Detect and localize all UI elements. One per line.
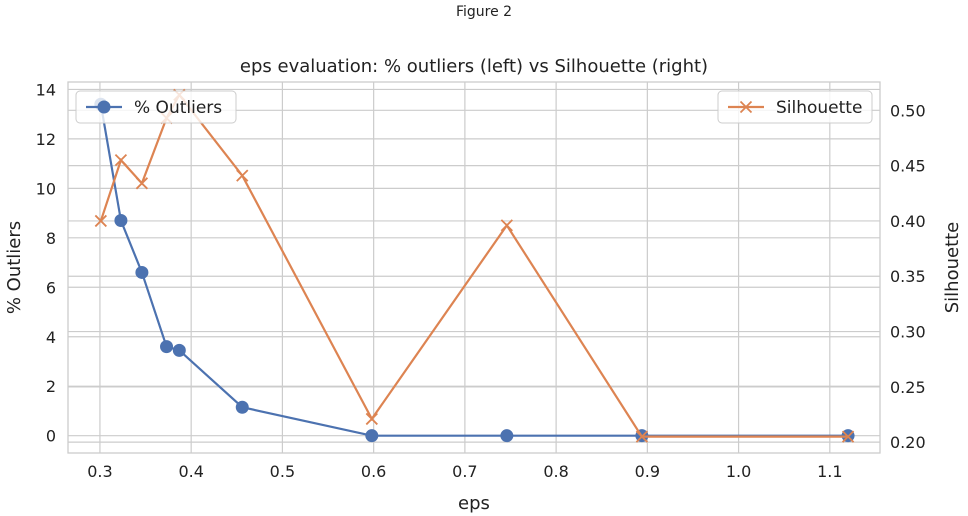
legend-outliers: % Outliers [75,90,237,124]
tick-labels: 0.3 0.4 0.5 0.6 0.7 0.8 0.9 1.0 1.1 0 2 4 6 8 10 12 14 0.… [36,80,926,481]
y-right-tick-label: 0.35 [890,267,926,286]
y-left-tick-label: 0 [46,427,56,446]
series-line [99,92,849,438]
y-left-tick-label: 12 [36,130,56,149]
data-point [841,430,855,443]
data-point [365,412,378,426]
legend-box [717,90,873,124]
data-point [500,429,514,443]
data-point [94,214,107,228]
data-point [114,153,128,167]
data-point [114,214,128,228]
legend-label: Silhouette [776,98,862,118]
y-right-tick-label: 0.30 [890,323,926,342]
window-title: Figure 2 [455,4,513,20]
legends: % Outliers Silhouette [75,90,873,124]
x-tick-label: 0.6 [361,462,386,481]
data-point [135,177,149,190]
y-left-tick-label: 10 [36,179,56,198]
x-tick-label: 1.1 [817,462,842,481]
chart-title: eps evaluation: % outliers (left) vs Sil… [240,56,708,77]
plot-frame [67,81,881,454]
data-point [236,169,249,182]
x-tick-label: 0.8 [543,462,568,481]
y-right-tick-label: 0.40 [890,212,926,231]
y-axis-left-label: % Outliers [4,221,25,314]
data-point [365,429,379,443]
series-silhouette [94,88,855,443]
data-point [135,265,149,279]
legend-marker [739,100,753,114]
y-right-tick-label: 0.20 [890,433,926,452]
x-tick-label: 0.9 [635,462,660,481]
y-left-tick-label: 2 [46,377,56,396]
data-point [235,400,249,414]
y-right-tick-label: 0.50 [890,101,926,120]
data-point [635,430,649,443]
x-tick-label: 1.0 [726,462,751,481]
y-right-tick-label: 0.25 [890,378,926,397]
legend-marker [97,100,111,114]
x-tick-label: 0.4 [178,462,203,481]
x-tick-label: 0.5 [270,462,295,481]
legend-label: % Outliers [134,98,222,118]
y-left-tick-label: 4 [46,328,56,347]
grid [68,82,880,453]
y-axis-right-label: Silhouette [942,222,963,314]
series-layer [94,88,855,443]
data-point [500,219,513,232]
data-point [160,340,174,354]
x-tick-label: 0.7 [452,462,477,481]
y-right-tick-label: 0.45 [890,157,926,176]
series-outliers [94,97,855,443]
legend-silhouette: Silhouette [717,90,873,124]
y-left-tick-label: 8 [46,229,56,248]
y-left-tick-label: 14 [36,80,56,99]
legend-box [75,90,237,124]
series-line [99,104,849,437]
data-point [172,343,186,357]
y-left-tick-label: 6 [46,278,56,297]
x-axis-label: eps [458,493,490,514]
x-tick-label: 0.3 [87,462,112,481]
